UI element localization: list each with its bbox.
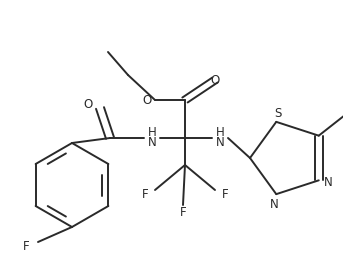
Text: H: H <box>147 126 156 139</box>
Text: N: N <box>324 176 333 189</box>
Text: O: O <box>83 99 93 112</box>
Text: F: F <box>180 207 186 220</box>
Text: N: N <box>147 137 156 150</box>
Text: N: N <box>216 137 224 150</box>
Text: F: F <box>142 187 148 201</box>
Text: N: N <box>270 198 279 211</box>
Text: H: H <box>216 126 224 139</box>
Text: O: O <box>142 93 152 106</box>
Text: O: O <box>210 73 220 86</box>
Text: S: S <box>274 107 282 120</box>
Text: F: F <box>23 241 29 254</box>
Text: F: F <box>222 187 228 201</box>
